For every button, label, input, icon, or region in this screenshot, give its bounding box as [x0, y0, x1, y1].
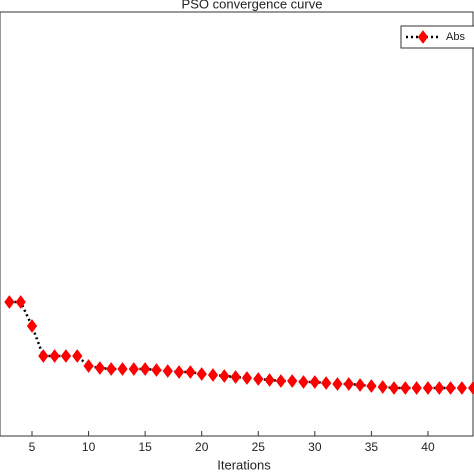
- marker: [456, 381, 468, 395]
- marker: [173, 365, 185, 379]
- marker: [38, 349, 49, 363]
- marker: [434, 381, 445, 395]
- legend-label: Abs: [446, 31, 465, 43]
- marker: [264, 373, 275, 387]
- marker: [117, 362, 128, 376]
- marker: [332, 377, 343, 391]
- marker: [366, 379, 377, 393]
- marker: [309, 375, 320, 389]
- marker: [275, 374, 287, 388]
- marker: [185, 365, 196, 379]
- plot-frame: [0, 11, 474, 437]
- marker: [417, 30, 429, 44]
- x-tick-label: 15: [138, 440, 152, 454]
- marker: [321, 376, 332, 390]
- marker: [26, 319, 38, 333]
- marker: [411, 381, 422, 395]
- marker: [15, 295, 26, 309]
- marker: [140, 362, 151, 376]
- marker: [422, 381, 434, 395]
- marker: [298, 375, 309, 389]
- marker: [287, 374, 298, 388]
- marker: [128, 362, 139, 376]
- marker: [343, 377, 354, 391]
- marker: [445, 381, 456, 395]
- marker: [49, 349, 60, 363]
- x-tick-label: 35: [365, 440, 379, 454]
- x-tick-label: 40: [421, 440, 435, 454]
- marker: [388, 381, 400, 395]
- marker: [106, 362, 117, 376]
- marker: [151, 363, 162, 377]
- marker: [60, 349, 72, 363]
- marker: [400, 381, 411, 395]
- marker: [468, 381, 474, 395]
- marker: [162, 364, 173, 378]
- x-axis-label: Iterations: [217, 457, 271, 472]
- marker: [4, 295, 15, 309]
- marker: [354, 378, 366, 392]
- marker: [94, 361, 106, 375]
- marker: [230, 370, 241, 384]
- chart-title: PSO convergence curve: [182, 0, 323, 11]
- x-tick-label: 20: [195, 440, 209, 454]
- x-tick-label: 5: [29, 440, 36, 454]
- x-tick-label: 25: [252, 440, 266, 454]
- x-tick-label: 10: [82, 440, 96, 454]
- marker: [207, 368, 219, 382]
- x-tick-label: 30: [308, 440, 322, 454]
- marker: [196, 367, 207, 381]
- marker: [253, 372, 264, 386]
- marker: [72, 349, 83, 363]
- marker: [219, 369, 230, 383]
- marker: [377, 380, 388, 394]
- marker: [83, 359, 94, 373]
- marker: [241, 371, 253, 385]
